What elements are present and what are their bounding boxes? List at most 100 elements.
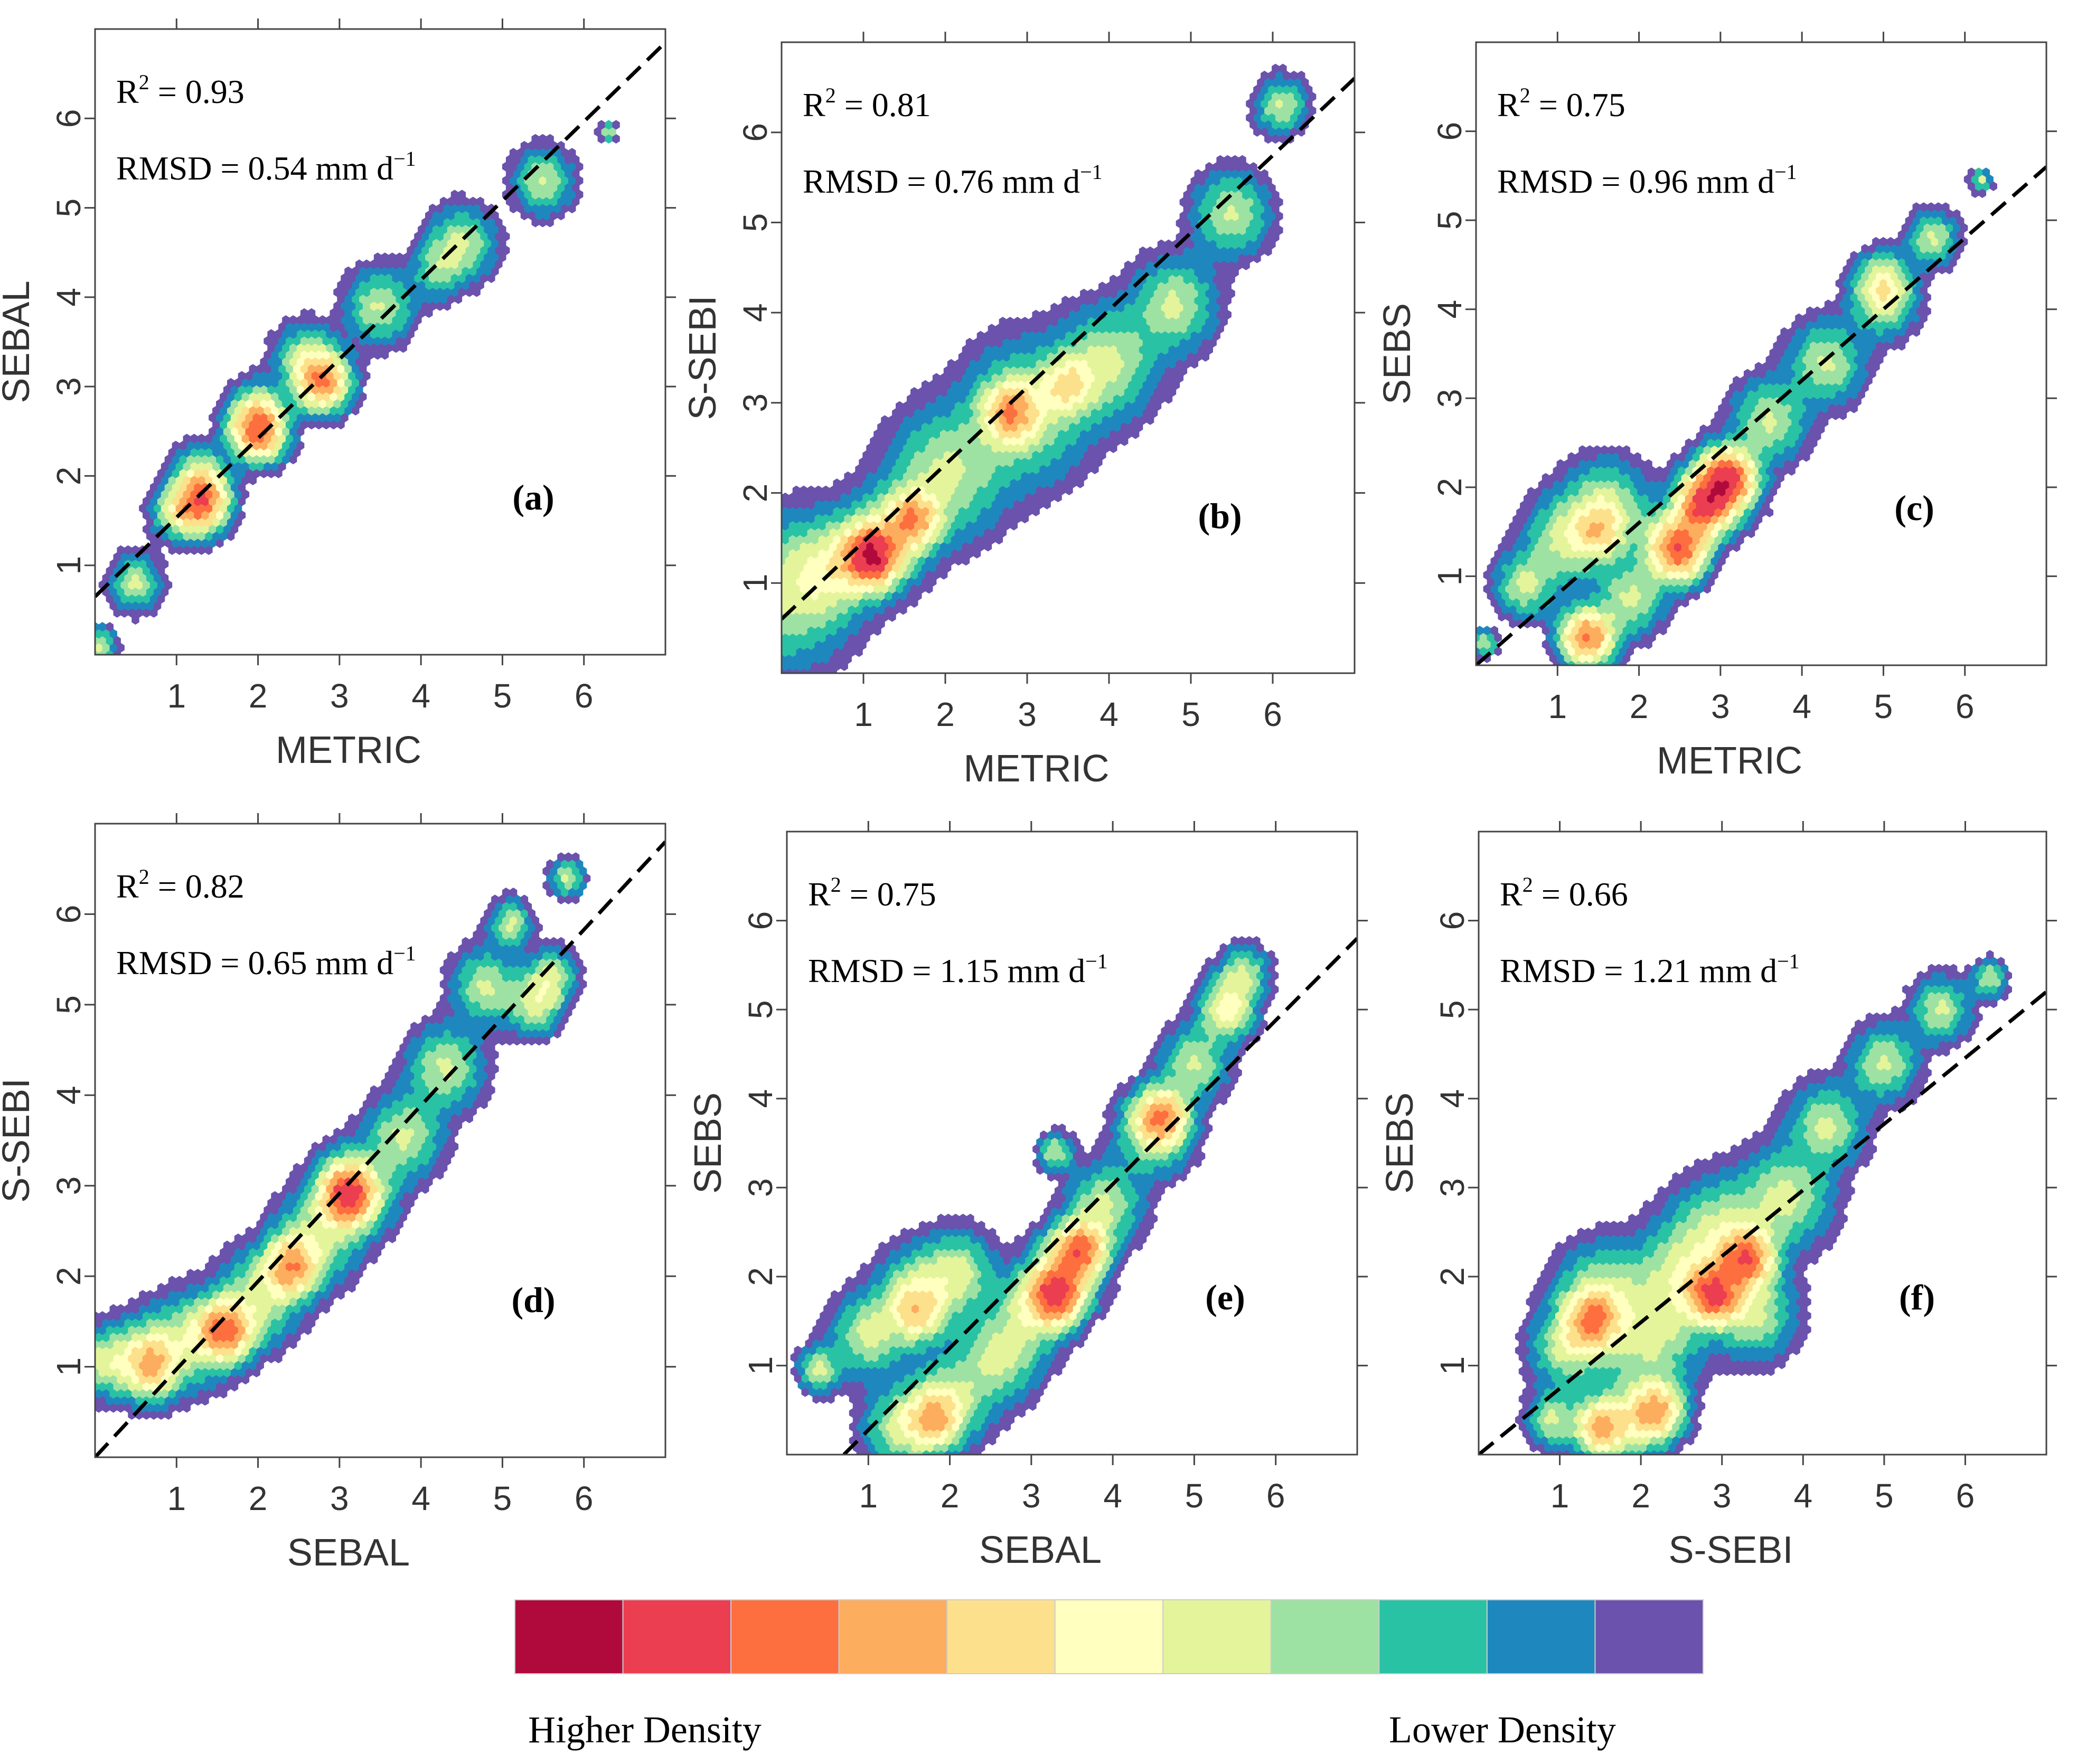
density-hex bbox=[1916, 306, 1924, 316]
density-hex bbox=[370, 301, 378, 311]
density-hex bbox=[1308, 106, 1317, 116]
density-hex bbox=[348, 1269, 356, 1279]
density-hex bbox=[384, 329, 393, 339]
density-hex bbox=[333, 399, 341, 409]
density-hex bbox=[120, 580, 128, 590]
density-hex bbox=[1578, 487, 1586, 497]
density-hex bbox=[113, 580, 121, 590]
density-hex bbox=[175, 517, 183, 527]
density-hex bbox=[238, 1269, 246, 1279]
density-hex bbox=[877, 450, 885, 460]
density-hex bbox=[1025, 408, 1032, 418]
density-hex bbox=[1036, 415, 1044, 425]
density-hex bbox=[1032, 337, 1040, 348]
density-hex bbox=[1622, 459, 1631, 469]
density-hex bbox=[139, 1346, 147, 1356]
density-hex bbox=[238, 496, 246, 506]
density-hex bbox=[1777, 375, 1784, 385]
density-hex bbox=[1283, 84, 1291, 95]
density-hex bbox=[885, 422, 892, 432]
density-hex bbox=[1619, 549, 1627, 559]
density-hex bbox=[1054, 408, 1062, 418]
density-hex bbox=[1527, 501, 1535, 511]
density-hex bbox=[943, 464, 952, 475]
density-hex bbox=[557, 168, 565, 179]
density-hex bbox=[1043, 457, 1051, 467]
density-hex bbox=[1608, 584, 1616, 594]
density-hex bbox=[796, 506, 804, 516]
density-hex bbox=[307, 336, 316, 346]
density-hex bbox=[1630, 514, 1638, 524]
density-hex bbox=[450, 259, 459, 269]
density-hex bbox=[117, 1389, 125, 1399]
density-hex bbox=[1571, 514, 1579, 524]
density-hex bbox=[1688, 584, 1697, 594]
density-hex bbox=[1043, 471, 1051, 482]
x-tick-label: 3 bbox=[330, 677, 349, 715]
density-hex bbox=[362, 301, 371, 311]
density-hex bbox=[811, 577, 819, 587]
density-hex bbox=[1806, 362, 1814, 372]
x-tick-label: 6 bbox=[1956, 687, 1975, 725]
density-hex bbox=[1538, 577, 1546, 587]
density-hex bbox=[788, 577, 797, 587]
y-tick-label: 4 bbox=[1431, 300, 1469, 319]
density-hex bbox=[241, 392, 250, 402]
density-hex bbox=[432, 224, 440, 234]
density-hex bbox=[914, 591, 922, 601]
density-hex bbox=[1578, 639, 1586, 649]
density-hex bbox=[1084, 309, 1092, 320]
density-hex bbox=[936, 394, 944, 404]
density-hex bbox=[907, 408, 915, 418]
density-hex bbox=[1091, 394, 1099, 404]
density-hex bbox=[1897, 285, 1906, 296]
density-hex bbox=[311, 385, 319, 395]
density-hex bbox=[1707, 466, 1715, 476]
density-hex bbox=[1047, 337, 1055, 348]
density-hex bbox=[1681, 598, 1689, 608]
density-hex bbox=[851, 485, 859, 495]
density-hex bbox=[362, 357, 371, 367]
density-hex bbox=[881, 555, 889, 566]
density-hex bbox=[965, 521, 974, 531]
density-hex bbox=[1722, 424, 1730, 435]
density-hex bbox=[227, 405, 235, 416]
density-hex bbox=[1714, 535, 1722, 545]
density-hex bbox=[1953, 251, 1961, 261]
density-hex bbox=[153, 1374, 162, 1385]
density-hex bbox=[194, 538, 202, 548]
density-hex bbox=[341, 399, 349, 409]
density-hex bbox=[1593, 459, 1601, 469]
density-hex bbox=[1725, 431, 1733, 441]
density-hex bbox=[1824, 382, 1832, 393]
density-hex bbox=[1194, 183, 1202, 193]
density-hex bbox=[1622, 584, 1631, 594]
density-hex bbox=[1142, 366, 1151, 376]
density-hex bbox=[1073, 317, 1080, 327]
density-hex bbox=[866, 499, 874, 510]
density-hex bbox=[1802, 452, 1810, 462]
density-hex bbox=[1043, 415, 1051, 425]
density-hex bbox=[95, 636, 99, 646]
density-hex bbox=[278, 378, 286, 388]
density-hex bbox=[877, 577, 885, 587]
density-hex bbox=[256, 392, 264, 402]
density-hex bbox=[194, 1282, 202, 1293]
density-hex bbox=[855, 619, 863, 629]
density-hex bbox=[1890, 341, 1899, 351]
density-hex bbox=[348, 357, 356, 367]
density-hex bbox=[918, 415, 926, 425]
density-hex bbox=[139, 1332, 147, 1342]
density-hex bbox=[1751, 424, 1759, 435]
density-hex bbox=[414, 287, 422, 297]
density-hex bbox=[1725, 514, 1733, 524]
density-hex bbox=[910, 401, 918, 411]
density-hex bbox=[1231, 155, 1239, 165]
density-hex bbox=[833, 478, 841, 488]
density-hex bbox=[326, 412, 334, 423]
density-hex bbox=[782, 654, 786, 664]
density-hex bbox=[439, 196, 448, 206]
density-hex bbox=[1659, 487, 1667, 497]
density-hex bbox=[907, 422, 915, 432]
